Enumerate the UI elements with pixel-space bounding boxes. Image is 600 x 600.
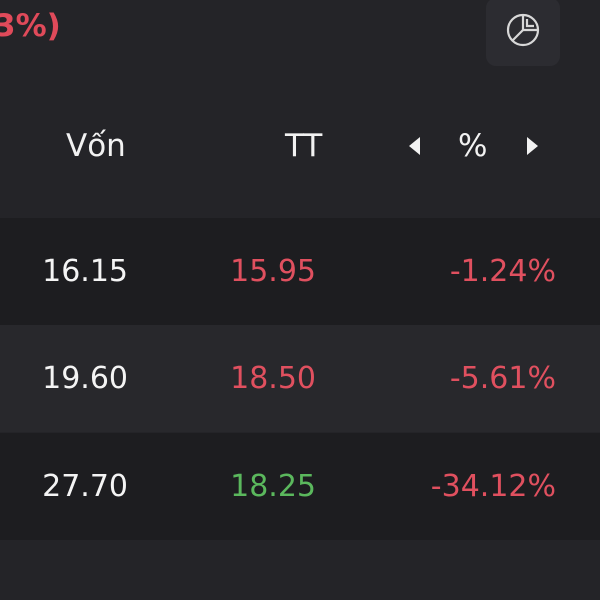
cell-percent: -1.24% [449,254,556,289]
pie-chart-icon [503,10,543,54]
column-header-tt: TT [285,128,323,164]
column-header-percent: % [458,128,488,164]
chevron-left-icon [408,137,420,155]
cell-von: 19.60 [42,361,128,396]
cell-von: 27.70 [42,469,128,504]
cell-percent: -5.61% [449,361,556,396]
next-column-button[interactable] [518,132,546,160]
table-row[interactable]: 19.60 18.50 -5.61% [0,325,600,432]
table-header: Vốn TT % [0,106,600,188]
portfolio-change-summary: 3%) [0,8,61,44]
cell-von: 16.15 [42,254,128,289]
chevron-right-icon [526,137,538,155]
chart-toggle-button[interactable] [486,0,560,66]
cell-tt: 18.25 [230,469,316,504]
column-header-von: Vốn [66,128,126,164]
table-row[interactable]: 16.15 15.95 -1.24% [0,218,600,325]
table-row[interactable]: 27.70 18.25 -34.12% [0,433,600,540]
cell-tt: 15.95 [230,254,316,289]
cell-tt: 18.50 [230,361,316,396]
cell-percent: -34.12% [430,469,556,504]
previous-column-button[interactable] [400,132,428,160]
